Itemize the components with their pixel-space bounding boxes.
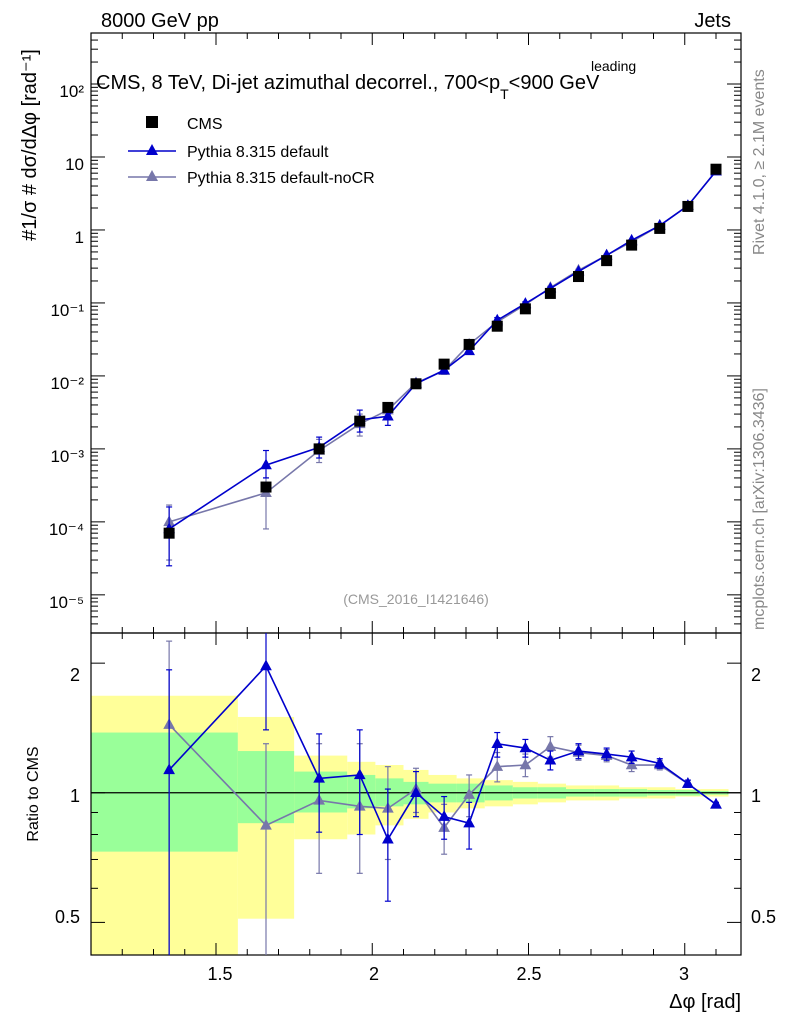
legend-mc2-marker (146, 170, 158, 181)
ratio-marker (682, 777, 694, 788)
cms-point (544, 287, 556, 299)
y-tick-label: 10 (65, 155, 84, 174)
cms-point (491, 320, 503, 332)
ratio-marker (519, 741, 532, 753)
plot-title: CMS, 8 TeV, Di-jet azimuthal decorrel., … (96, 72, 600, 102)
cms-point (410, 378, 422, 390)
rivet-version-label: Rivet 4.1.0, ≥ 2.1M events (751, 69, 768, 255)
ratio-marker (600, 747, 613, 759)
cms-point (163, 527, 175, 539)
title-sup: leading (591, 58, 636, 74)
ratio-plot-frame (90, 632, 742, 956)
legend: CMS Pythia 8.315 default Pythia 8.315 de… (128, 116, 375, 187)
x-tick-label: 2.5 (516, 964, 541, 984)
y-tick-label: 10⁻¹ (50, 301, 84, 320)
cms-point (710, 163, 722, 175)
cms-point (463, 338, 475, 350)
ratio-marker (491, 737, 504, 748)
mcplots-label: mcplots.cern.ch [arXiv:1306.3436] (751, 388, 768, 630)
x-tick-label: 1.5 (207, 964, 232, 984)
legend-mc2-label: Pythia 8.315 default-noCR (187, 170, 375, 187)
x-tick-label: 3 (679, 964, 689, 984)
ratio-marker (463, 788, 475, 799)
ratio-tick-label: 1 (70, 786, 80, 806)
title-main: CMS, 8 TeV, Di-jet azimuthal decorrel., … (96, 72, 500, 94)
ratio-marker (163, 763, 175, 775)
legend-cms-label: CMS (187, 116, 223, 133)
ratio-marker (653, 756, 666, 768)
ratio-marker (544, 740, 557, 751)
series-line (168, 170, 717, 530)
ratio-tick-label-right: 1 (751, 786, 761, 806)
cms-point (626, 239, 638, 251)
band-inner (91, 732, 238, 852)
legend-mc1-label: Pythia 8.315 default (187, 144, 329, 161)
ratio-marker (491, 760, 504, 771)
energy-label: 8000 GeV pp (101, 10, 219, 32)
cms-point (601, 255, 613, 267)
cms-point (519, 303, 531, 315)
y-tick-label: 10⁻⁵ (49, 593, 84, 612)
cms-point (260, 481, 272, 493)
ratio-marker (544, 753, 557, 765)
ratio-series-mc1 (163, 633, 722, 955)
y-tick-label: 10⁻³ (50, 447, 84, 466)
ratio-marker (382, 832, 394, 844)
cms-point (682, 200, 694, 212)
title-sub: T (500, 86, 509, 102)
y-tick-label: 1 (75, 228, 84, 247)
ratio-marker (260, 818, 272, 830)
legend-cms-marker (146, 116, 158, 128)
y-tick-label: 10⁻² (50, 374, 84, 393)
title-end: <900 GeV (509, 72, 600, 94)
series-line (168, 170, 717, 523)
ratio-marker (463, 816, 475, 828)
cms-point (313, 443, 325, 455)
top-y-axis-label: #1/σ # dσ/dΔφ [rad⁻¹] (19, 49, 41, 241)
ratio-tick-label-right: 2 (751, 665, 761, 685)
ratio-marker (410, 786, 422, 798)
ratio-marker (438, 810, 450, 821)
ratio-y-axis-label: Ratio to CMS (25, 746, 42, 841)
tick-labels: 1.5 2 2.5 3 10⁻⁵ 10⁻⁴ 10⁻³ 10⁻² 10⁻¹ 1 1… (49, 82, 776, 984)
cms-point (438, 358, 450, 370)
cms-point (654, 222, 666, 234)
ratio-marker (710, 797, 722, 809)
y-tick-label: 10⁻⁴ (49, 520, 84, 539)
ratio-tick-label: 0.5 (55, 907, 80, 927)
series-marker (382, 409, 394, 421)
cms-point (354, 415, 366, 427)
ratio-bands (91, 695, 729, 955)
y-tick-label: 10² (59, 82, 84, 101)
ratio-tick-label-right: 0.5 (751, 907, 776, 927)
ratio-marker (260, 659, 272, 671)
series-cms (163, 163, 722, 539)
ratio-tick-label: 2 (70, 665, 80, 685)
x-tick-label: 2 (369, 964, 379, 984)
cms-point (573, 271, 584, 283)
legend-mc1-marker (146, 144, 158, 155)
axis-ticks (91, 32, 741, 955)
category-label: Jets (694, 10, 731, 32)
ratio-marker (353, 768, 366, 780)
series-marker (260, 458, 272, 470)
ratio-marker (313, 771, 325, 783)
x-axis-label: Δφ [rad] (669, 991, 741, 1013)
cms-point (382, 401, 394, 413)
ratio-marker (625, 750, 638, 762)
ratio-marker (572, 744, 585, 756)
analysis-id: (CMS_2016_I1421646) (343, 591, 489, 607)
ratio-marker (519, 758, 532, 770)
